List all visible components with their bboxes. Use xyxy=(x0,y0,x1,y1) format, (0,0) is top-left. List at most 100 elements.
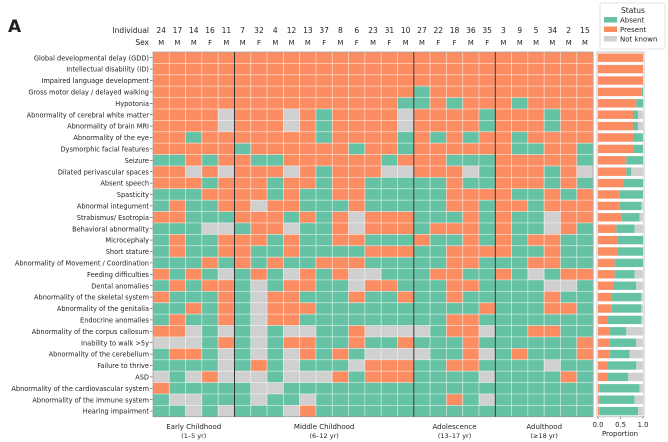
heatmap-cell xyxy=(527,211,545,224)
heatmap-cell xyxy=(413,85,431,98)
heatmap-cell xyxy=(429,74,447,87)
heatmap-cell xyxy=(217,97,235,110)
heatmap-cell xyxy=(331,302,349,315)
heatmap-cell xyxy=(364,382,382,395)
heatmap-cell xyxy=(217,199,235,212)
heatmap-cell xyxy=(282,74,301,87)
heatmap-cell xyxy=(266,359,284,372)
heatmap-cell xyxy=(462,165,480,178)
heatmap-cell xyxy=(250,85,268,98)
heatmap-cell xyxy=(511,302,529,315)
heatmap-cell xyxy=(266,165,284,178)
heatmap-cell xyxy=(250,404,268,418)
heatmap-cell xyxy=(494,85,512,98)
proportion-segment-present xyxy=(598,201,620,211)
heatmap-cell xyxy=(315,404,333,418)
heatmap-cell xyxy=(250,222,268,235)
feature-label: Abnormality of the skeletal system xyxy=(34,294,149,302)
heatmap-cell xyxy=(217,336,235,349)
heatmap-cell xyxy=(511,382,529,395)
heatmap-cell xyxy=(217,154,235,167)
heatmap-cell xyxy=(331,325,349,338)
heatmap-cell xyxy=(380,256,398,270)
heatmap-cell xyxy=(364,370,382,384)
proportion-segment-present xyxy=(598,395,600,404)
individual-id: 8 xyxy=(338,26,343,35)
heatmap-cell xyxy=(282,382,301,395)
heatmap-cell xyxy=(380,108,398,121)
heatmap-cell xyxy=(152,131,170,144)
heatmap-cell xyxy=(560,85,578,98)
heatmap-cell xyxy=(217,359,235,372)
heatmap-cell xyxy=(494,336,512,349)
heatmap-cell xyxy=(462,63,480,76)
heatmap-cell xyxy=(364,165,382,178)
heatmap-cell xyxy=(185,336,203,349)
heatmap-cell xyxy=(380,336,398,349)
heatmap-cell xyxy=(478,290,496,304)
heatmap-cell xyxy=(413,313,431,327)
heatmap-cell xyxy=(250,370,268,384)
heatmap-cell xyxy=(152,154,170,167)
group-range: (13–17 yr) xyxy=(438,432,471,440)
sex-label: M xyxy=(272,39,278,47)
feature-label: Failure to thrive xyxy=(97,362,149,370)
proportion-segment-present xyxy=(598,247,618,256)
heatmap-cell xyxy=(331,74,349,87)
feature-label: Gross motor delay / delayed walking xyxy=(28,89,149,97)
heatmap-cell xyxy=(348,393,366,406)
group-name: Adulthood xyxy=(526,423,562,431)
heatmap-cell xyxy=(462,325,480,338)
legend-swatch-not-known xyxy=(604,36,617,42)
heatmap-cell xyxy=(299,382,317,395)
proportion-segment-present xyxy=(598,235,618,245)
legend-entry: Absent xyxy=(620,17,645,25)
heatmap-cell xyxy=(266,222,284,235)
heatmap-cell xyxy=(462,359,480,372)
heatmap-cell xyxy=(560,370,578,384)
heatmap-cell xyxy=(266,313,284,327)
heatmap-cell xyxy=(413,131,431,144)
heatmap-cell xyxy=(299,222,317,235)
heatmap-cell xyxy=(217,222,235,235)
heatmap-cell xyxy=(413,404,431,418)
heatmap-cell xyxy=(380,199,398,212)
heatmap-cell xyxy=(413,154,431,167)
heatmap-cell xyxy=(282,370,301,384)
heatmap-cell xyxy=(185,222,203,235)
proportion-segment-present xyxy=(598,304,612,313)
heatmap-cell xyxy=(543,211,561,224)
heatmap-cell xyxy=(266,142,284,155)
heatmap-cell xyxy=(576,336,594,349)
heatmap-cell xyxy=(348,222,366,235)
heatmap-cell xyxy=(576,256,594,270)
heatmap-cell xyxy=(380,176,398,190)
heatmap-cell xyxy=(511,245,529,258)
heatmap-cell xyxy=(462,131,480,144)
heatmap-cell xyxy=(494,97,512,110)
heatmap-cell xyxy=(315,313,333,327)
heatmap-cell xyxy=(201,211,219,224)
heatmap-cell xyxy=(543,97,561,110)
heatmap-cell xyxy=(299,165,317,178)
heatmap-cell xyxy=(201,199,219,212)
heatmap-cell xyxy=(560,51,578,64)
heatmap-cell xyxy=(429,154,447,167)
heatmap-cell xyxy=(445,404,464,418)
heatmap-cell xyxy=(413,382,431,395)
individual-id: 36 xyxy=(466,26,476,35)
proportion-segment-absent xyxy=(611,304,642,313)
heatmap-cell xyxy=(527,347,545,361)
heatmap-cell xyxy=(462,85,480,98)
heatmap-cell xyxy=(185,393,203,406)
heatmap-cell xyxy=(560,325,578,338)
heatmap-cell xyxy=(331,279,349,292)
heatmap-cell xyxy=(429,142,447,155)
heatmap-cell xyxy=(348,176,366,190)
heatmap-cell xyxy=(168,222,187,235)
heatmap-grid xyxy=(152,51,594,418)
heatmap-cell xyxy=(168,256,187,270)
heatmap-cell xyxy=(397,211,415,224)
individual-id: 5 xyxy=(534,26,539,35)
legend-entry: Not known xyxy=(620,36,657,44)
